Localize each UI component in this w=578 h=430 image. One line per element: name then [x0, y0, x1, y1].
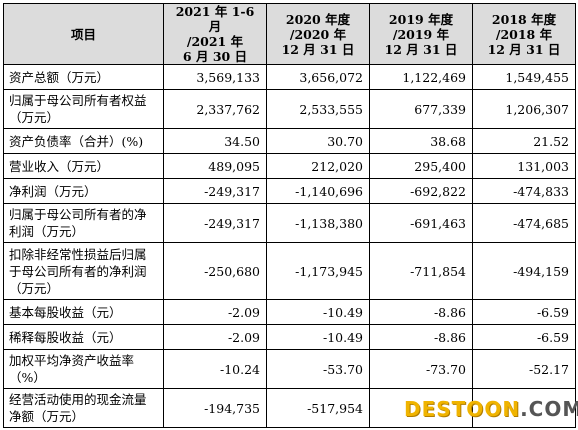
cell-value: 2,533,555	[266, 89, 370, 129]
header-2020: 2020 年度 /2020 年 12 月 31 日	[266, 3, 370, 65]
cell-value: -494,159	[472, 242, 576, 300]
table-row: 营业收入（万元） 489,095 212,020 295,400 131,003	[3, 153, 576, 179]
cell-value: -249,317	[163, 203, 267, 243]
row-label: 基本每股收益（元）	[3, 299, 164, 325]
table-row: 扣除非经常性损益后归属于母公司所有者的净利润（万元） -250,680 -1,1…	[3, 242, 576, 300]
watermark-main: DESTOON	[404, 397, 521, 421]
table-row: 经营活动使用的现金流量净额（万元） -194,735 -517,954	[3, 388, 576, 428]
cell-value: 1,206,307	[472, 89, 576, 129]
header-2018: 2018 年度 /2018 年 12 月 31 日	[472, 3, 576, 65]
cell-value: -474,685	[472, 203, 576, 243]
row-label: 经营活动使用的现金流量净额（万元）	[3, 388, 164, 428]
cell-value: -1,140,696	[266, 178, 370, 204]
cell-value: -10.49	[266, 299, 370, 325]
cell-value: -10.49	[266, 324, 370, 350]
row-label: 归属于母公司所有者的净利润（万元）	[3, 203, 164, 243]
table-header-row: 项目 2021 年 1-6 月 /2021 年 6 月 30 日 2020 年度…	[3, 3, 576, 65]
header-item: 项目	[3, 3, 164, 65]
cell-value: -194,735	[163, 388, 267, 428]
cell-value: -8.86	[369, 299, 473, 325]
cell-value: 3,656,072	[266, 64, 370, 90]
row-label: 稀释每股收益（元）	[3, 324, 164, 350]
cell-value: -517,954	[266, 388, 370, 428]
cell-value: -2.09	[163, 324, 267, 350]
cell-value: 2,337,762	[163, 89, 267, 129]
header-2021h1: 2021 年 1-6 月 /2021 年 6 月 30 日	[163, 3, 267, 65]
cell-value: -73.70	[369, 349, 473, 389]
table-row: 资产负债率（合并）(%) 34.50 30.70 38.68 21.52	[3, 128, 576, 154]
row-label: 归属于母公司所有者权益（万元）	[3, 89, 164, 129]
cell-value: 489,095	[163, 153, 267, 179]
cell-value: 34.50	[163, 128, 267, 154]
cell-value: -249,317	[163, 178, 267, 204]
cell-value: 1,549,455	[472, 64, 576, 90]
destoon-watermark: DESTOON.COM	[404, 397, 578, 421]
cell-value: -474,833	[472, 178, 576, 204]
cell-value: -250,680	[163, 242, 267, 300]
cell-value: -8.86	[369, 324, 473, 350]
table-row: 加权平均净资产收益率（%） -10.24 -53.70 -73.70 -52.1…	[3, 349, 576, 389]
cell-value: -2.09	[163, 299, 267, 325]
header-2019: 2019 年度 /2019 年 12 月 31 日	[369, 3, 473, 65]
watermark-tail: .COM	[520, 397, 578, 421]
cell-value: 3,569,133	[163, 64, 267, 90]
cell-value: 295,400	[369, 153, 473, 179]
cell-value: -692,822	[369, 178, 473, 204]
table-row: 基本每股收益（元） -2.09 -10.49 -8.86 -6.59	[3, 299, 576, 325]
cell-value: 212,020	[266, 153, 370, 179]
cell-value: 1,122,469	[369, 64, 473, 90]
cell-value: 677,339	[369, 89, 473, 129]
cell-value: -1,173,945	[266, 242, 370, 300]
cell-value: -52.17	[472, 349, 576, 389]
row-label: 资产总额（万元）	[3, 64, 164, 90]
row-label: 资产负债率（合并）(%)	[3, 128, 164, 154]
table-row: 资产总额（万元） 3,569,133 3,656,072 1,122,469 1…	[3, 64, 576, 90]
table-row: 归属于母公司所有者的净利润（万元） -249,317 -1,138,380 -6…	[3, 203, 576, 243]
row-label: 营业收入（万元）	[3, 153, 164, 179]
cell-value: 30.70	[266, 128, 370, 154]
cell-value	[472, 388, 576, 428]
table-row: 净利润（万元） -249,317 -1,140,696 -692,822 -47…	[3, 178, 576, 204]
row-label: 净利润（万元）	[3, 178, 164, 204]
cell-value: -691,463	[369, 203, 473, 243]
cell-value: -53.70	[266, 349, 370, 389]
row-label: 加权平均净资产收益率（%）	[3, 349, 164, 389]
cell-value: -6.59	[472, 324, 576, 350]
cell-value: 21.52	[472, 128, 576, 154]
financial-data-table: 项目 2021 年 1-6 月 /2021 年 6 月 30 日 2020 年度…	[3, 3, 576, 428]
cell-value: -10.24	[163, 349, 267, 389]
cell-value: -711,854	[369, 242, 473, 300]
cell-value: 38.68	[369, 128, 473, 154]
table-row: 归属于母公司所有者权益（万元） 2,337,762 2,533,555 677,…	[3, 89, 576, 129]
cell-value: -1,138,380	[266, 203, 370, 243]
row-label: 扣除非经常性损益后归属于母公司所有者的净利润（万元）	[3, 242, 164, 300]
cell-value: -6.59	[472, 299, 576, 325]
cell-value: 131,003	[472, 153, 576, 179]
table-row: 稀释每股收益（元） -2.09 -10.49 -8.86 -6.59	[3, 324, 576, 350]
